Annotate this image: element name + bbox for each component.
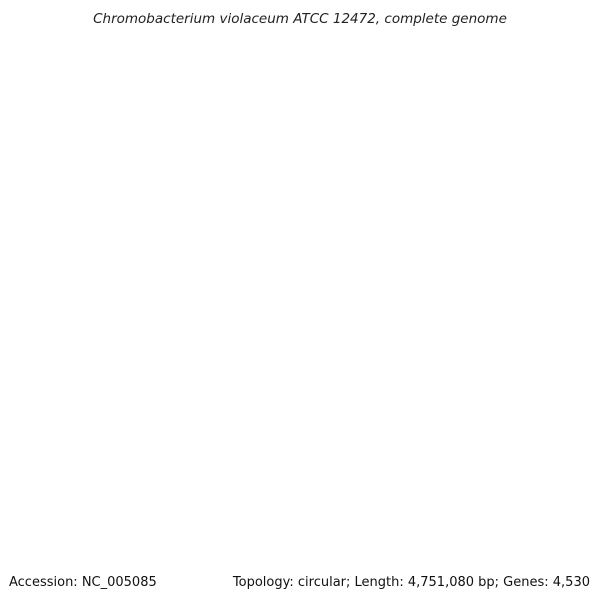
accession-label: Accession: NC_005085 <box>9 575 157 590</box>
map-title: Chromobacterium violaceum ATCC 12472, co… <box>93 11 507 27</box>
genome-stats-label: Topology: circular; Length: 4,751,080 bp… <box>232 575 590 590</box>
